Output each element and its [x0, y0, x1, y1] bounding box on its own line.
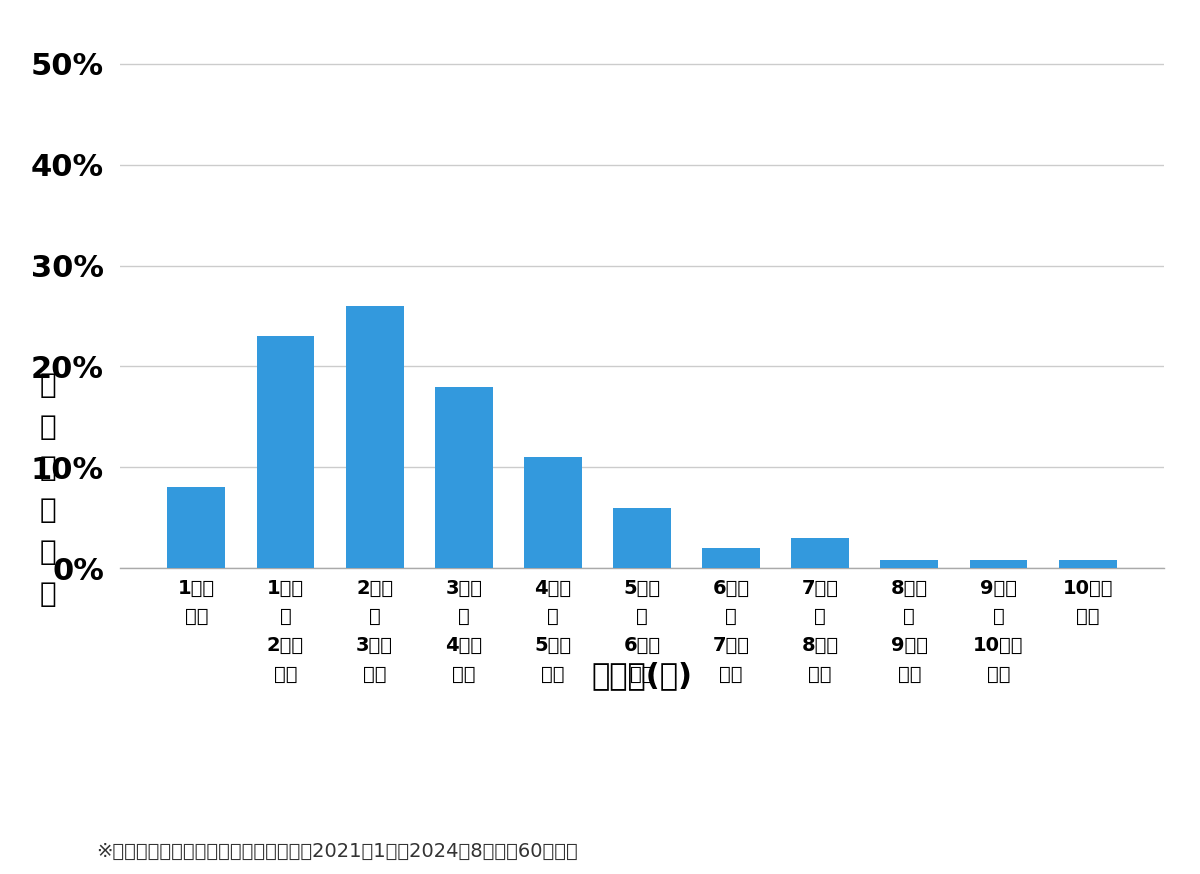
Text: 2万円: 2万円: [266, 636, 304, 656]
Text: 9万円: 9万円: [980, 579, 1016, 598]
Text: ～: ～: [815, 607, 826, 627]
Bar: [434, 386, 493, 568]
X-axis label: 価格帯(円): 価格帯(円): [592, 661, 692, 690]
Text: 格: 格: [40, 413, 56, 440]
Text: 未満: 未満: [274, 665, 298, 684]
Bar: [970, 560, 1027, 568]
Bar: [524, 457, 582, 568]
Text: 未満: 未満: [986, 665, 1010, 684]
Text: ～: ～: [368, 607, 380, 627]
Text: 帯: 帯: [40, 454, 56, 482]
Bar: [613, 508, 671, 568]
Text: 価: 価: [40, 371, 56, 399]
Text: 1万円: 1万円: [178, 579, 215, 598]
Text: 5万円: 5万円: [534, 636, 571, 656]
Text: 1万円: 1万円: [266, 579, 304, 598]
Text: 未満: 未満: [362, 665, 386, 684]
Text: 2万円: 2万円: [356, 579, 394, 598]
Bar: [168, 488, 226, 568]
Bar: [1058, 560, 1116, 568]
Bar: [702, 548, 760, 568]
Text: 10万円: 10万円: [973, 636, 1024, 656]
Text: ～: ～: [636, 607, 648, 627]
Text: 割: 割: [40, 538, 56, 566]
Text: ～: ～: [458, 607, 469, 627]
Text: 7万円: 7万円: [802, 579, 839, 598]
Bar: [791, 538, 850, 568]
Text: 3万円: 3万円: [356, 636, 394, 656]
Text: 5万円: 5万円: [624, 579, 660, 598]
Text: 8万円: 8万円: [802, 636, 839, 656]
Text: 6万円: 6万円: [713, 579, 750, 598]
Text: 以上: 以上: [1076, 607, 1099, 627]
Text: の: の: [40, 496, 56, 524]
Text: 4万円: 4万円: [534, 579, 571, 598]
Bar: [346, 306, 403, 568]
Text: ～: ～: [280, 607, 292, 627]
Text: 未満: 未満: [898, 665, 922, 684]
Text: ～: ～: [992, 607, 1004, 627]
Text: 未満: 未満: [809, 665, 832, 684]
Text: 8万円: 8万円: [890, 579, 928, 598]
Text: ※弊社受付の案件を対象に集計（期間：2021年1月～2024年8月、記60１件）: ※弊社受付の案件を対象に集計（期間：2021年1月～2024年8月、記60１件）: [96, 842, 577, 861]
Text: 7万円: 7万円: [713, 636, 750, 656]
Text: 未満: 未満: [630, 665, 654, 684]
Text: 6万円: 6万円: [624, 636, 660, 656]
Text: 未満: 未満: [185, 607, 208, 627]
Bar: [881, 560, 938, 568]
Text: 未満: 未満: [452, 665, 475, 684]
Text: 10万円: 10万円: [1062, 579, 1112, 598]
Bar: [257, 336, 314, 568]
Text: 合: 合: [40, 580, 56, 608]
Text: 9万円: 9万円: [890, 636, 928, 656]
Text: ～: ～: [904, 607, 916, 627]
Text: ～: ～: [725, 607, 737, 627]
Text: 未満: 未満: [541, 665, 565, 684]
Text: ～: ～: [547, 607, 559, 627]
Text: 未満: 未満: [719, 665, 743, 684]
Text: 4万円: 4万円: [445, 636, 482, 656]
Text: 3万円: 3万円: [445, 579, 482, 598]
